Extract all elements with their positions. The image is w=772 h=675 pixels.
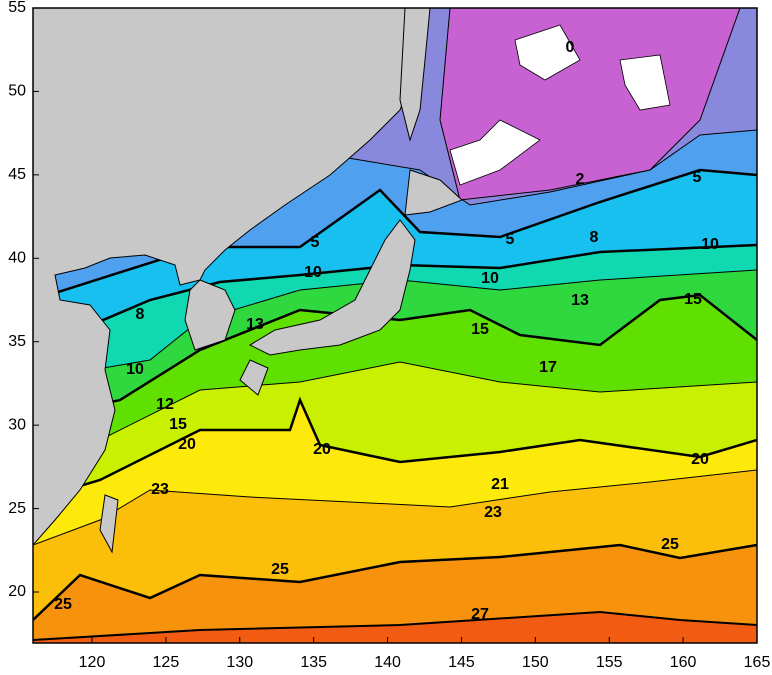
- x-tick-label: 145: [448, 654, 475, 671]
- ice-patch: [619, 54, 671, 111]
- y-tick-label: 55: [8, 0, 26, 16]
- asia-mainland: [33, 8, 421, 546]
- x-tick-label: 125: [153, 654, 180, 671]
- x-tick-label: 155: [596, 654, 623, 671]
- contour-label: 12: [156, 396, 174, 413]
- contour-label: 27: [471, 606, 489, 623]
- x-tick-label: 130: [226, 654, 253, 671]
- contour-label: 25: [661, 536, 679, 553]
- x-tick-label: 120: [79, 654, 106, 671]
- y-tick-label: 35: [8, 333, 26, 350]
- contour-label: 10: [481, 270, 499, 287]
- x-tick-label: 150: [522, 654, 549, 671]
- contour-label: 10: [701, 236, 719, 253]
- isotherm: [33, 269, 757, 381]
- contour-label: 21: [491, 476, 509, 493]
- contour-label: 17: [539, 359, 557, 376]
- isotherm: [33, 243, 757, 352]
- contour-label: 8: [590, 229, 599, 246]
- x-tick-label: 165: [744, 654, 771, 671]
- land: [33, 8, 463, 554]
- y-tick-label: 25: [8, 500, 26, 517]
- isotherm: [33, 610, 757, 641]
- contour-label: 15: [169, 416, 187, 433]
- contour-label: 15: [471, 321, 489, 338]
- korea: [184, 279, 236, 351]
- axes: 120 125 130 135 140 145 150 155 160 1652025303540…: [8, 0, 770, 671]
- x-tick-label: 140: [374, 654, 401, 671]
- honshu: [248, 219, 416, 356]
- contour-label: 13: [571, 292, 589, 309]
- contour-label: 5: [693, 169, 702, 186]
- contour-label: 10: [126, 361, 144, 378]
- contour-labels: 02 555 88101010101313121515151720202021232…: [54, 39, 719, 623]
- y-tick-label: 20: [8, 583, 26, 600]
- isotherm: [33, 293, 757, 422]
- contour-label: 20: [691, 451, 709, 468]
- contour-label: 5: [506, 231, 515, 248]
- contour-label: 23: [151, 481, 169, 498]
- sakhalin: [399, 8, 431, 142]
- contour-label: 13: [246, 316, 264, 333]
- isotherm: [33, 543, 757, 621]
- contour-label: 25: [54, 596, 72, 613]
- map-frame: [32, 7, 758, 644]
- contour-label: 0: [566, 39, 575, 56]
- contour-label: 23: [484, 504, 502, 521]
- y-tick-label: 30: [8, 416, 26, 433]
- contour-label: 20: [178, 436, 196, 453]
- isotherm: [33, 361, 757, 471]
- ice-patch: [449, 119, 541, 186]
- hokkaido: [404, 169, 463, 216]
- kyushu: [239, 359, 269, 396]
- contour-label: 5: [311, 234, 320, 251]
- isotherm: [33, 396, 757, 502]
- y-tick-label: 45: [8, 166, 26, 183]
- contour-label: 8: [136, 306, 145, 323]
- ice-patch: [514, 24, 581, 81]
- contour-label: 25: [271, 561, 289, 578]
- taiwan: [99, 494, 119, 554]
- contour-label: 20: [313, 441, 331, 458]
- contour-label: 2: [576, 171, 585, 188]
- contour-label: 15: [684, 291, 702, 308]
- contour-label: 10: [304, 264, 322, 281]
- y-tick-label: 40: [8, 250, 26, 267]
- x-tick-label: 135: [300, 654, 327, 671]
- isotherm: [33, 168, 757, 302]
- x-tick-label: 160: [670, 654, 697, 671]
- y-tick-label: 50: [8, 83, 26, 100]
